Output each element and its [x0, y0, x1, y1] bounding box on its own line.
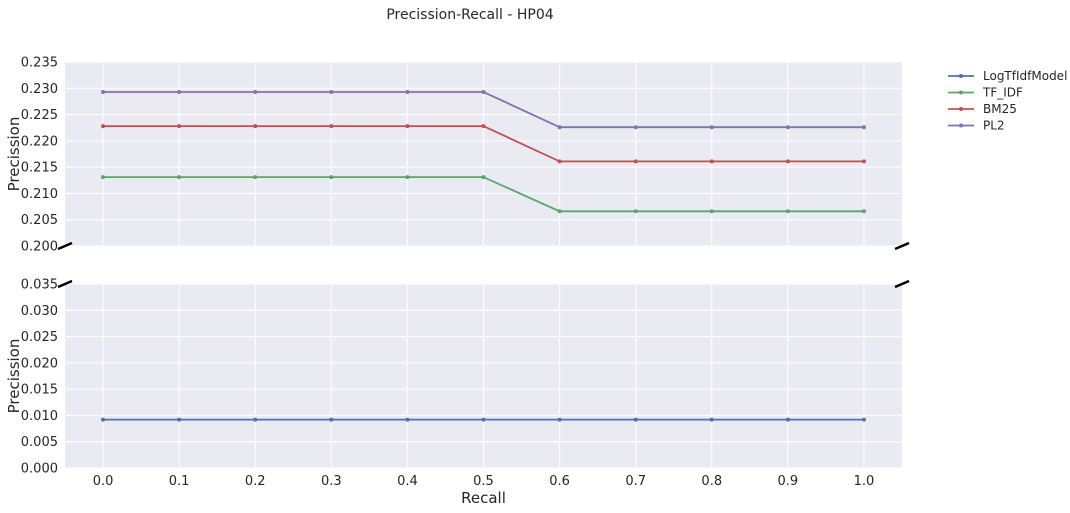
- x-tick-label: 0.9: [778, 474, 799, 489]
- data-point: [709, 417, 714, 422]
- data-point: [861, 417, 866, 422]
- y-tick-label: 0.205: [21, 213, 58, 228]
- data-point: [861, 125, 866, 130]
- y-tick-label: 0.025: [21, 330, 58, 345]
- x-tick-label: 0.8: [701, 474, 722, 489]
- break-mark: [57, 241, 73, 251]
- y-tick-label: 0.200: [21, 240, 58, 255]
- break-mark: [894, 279, 910, 289]
- data-point: [329, 124, 334, 129]
- legend-item: BM25: [948, 102, 1017, 116]
- x-tick-label: 0.6: [549, 474, 570, 489]
- data-point: [177, 417, 182, 422]
- data-point: [633, 417, 638, 422]
- y-tick-label: 0.210: [21, 187, 58, 202]
- y-tick-label: 0.010: [21, 409, 58, 424]
- tick-labels: 0.200 0.205 0.210 0.215 0.220 0.225 0.230 0.235…: [21, 56, 875, 490]
- legend-label: BM25: [983, 102, 1017, 116]
- data-point: [557, 125, 562, 130]
- data-point: [557, 417, 562, 422]
- data-point: [785, 209, 790, 214]
- data-point: [253, 417, 258, 422]
- y-tick-label: 0.030: [21, 304, 58, 319]
- data-point: [861, 209, 866, 214]
- y-tick-label: 0.230: [21, 82, 58, 97]
- data-point: [785, 417, 790, 422]
- y-tick-label: 0.225: [21, 108, 58, 123]
- y-axis-label-upper: Precission: [5, 117, 23, 192]
- data-point: [481, 175, 486, 180]
- y-tick-label: 0.235: [21, 56, 58, 71]
- data-point: [405, 89, 410, 94]
- legend-marker: [959, 107, 963, 111]
- data-point: [557, 209, 562, 214]
- data-point: [253, 89, 258, 94]
- data-point: [101, 89, 106, 94]
- data-point: [709, 125, 714, 130]
- data-point: [861, 159, 866, 164]
- x-tick-label: 1.0: [854, 474, 875, 489]
- x-tick-label: 0.7: [625, 474, 646, 489]
- data-point: [177, 89, 182, 94]
- x-tick-label: 0.2: [245, 474, 266, 489]
- data-point: [101, 175, 106, 180]
- data-point: [709, 159, 714, 164]
- legend-label: PL2: [983, 119, 1005, 133]
- chart-title: Precission-Recall - HP04: [386, 7, 553, 23]
- data-point: [329, 89, 334, 94]
- y-tick-label: 0.020: [21, 356, 58, 371]
- legend-item: TF_IDF: [948, 86, 1023, 100]
- data-point: [177, 124, 182, 129]
- data-point: [101, 417, 106, 422]
- data-point: [101, 124, 106, 129]
- data-point: [709, 209, 714, 214]
- data-point: [785, 159, 790, 164]
- data-point: [329, 417, 334, 422]
- y-tick-label: 0.035: [21, 278, 58, 293]
- legend-marker: [959, 90, 963, 95]
- x-tick-label: 0.0: [93, 474, 114, 489]
- axis-break-marks: [57, 241, 910, 289]
- data-point: [481, 124, 486, 129]
- x-tick-label: 0.3: [321, 474, 342, 489]
- data-point: [405, 175, 410, 180]
- x-tick-label: 0.4: [397, 474, 418, 489]
- data-point: [633, 125, 638, 130]
- y-tick-label: 0.005: [21, 435, 58, 450]
- data-point: [253, 124, 258, 129]
- data-point: [633, 209, 638, 214]
- legend-marker: [959, 74, 963, 78]
- y-tick-label: 0.220: [21, 134, 58, 149]
- data-point: [481, 417, 486, 422]
- x-tick-label: 0.5: [473, 474, 494, 489]
- series-lines: [101, 89, 866, 422]
- y-tick-label: 0.015: [21, 383, 58, 398]
- legend-marker: [959, 123, 963, 128]
- data-point: [481, 89, 486, 94]
- break-mark: [894, 241, 910, 251]
- legend-item: LogTfIdfModel: [948, 69, 1067, 83]
- break-mark: [57, 279, 73, 289]
- y-tick-label: 0.000: [21, 462, 58, 477]
- grid-lines: [65, 61, 902, 469]
- x-axis-label: Recall: [461, 489, 506, 507]
- legend-label: TF_IDF: [982, 86, 1023, 100]
- data-point: [405, 124, 410, 129]
- legend-label: LogTfIdfModel: [983, 69, 1067, 83]
- x-tick-label: 0.1: [169, 474, 190, 489]
- data-point: [785, 125, 790, 130]
- data-point: [177, 175, 182, 180]
- data-point: [633, 159, 638, 164]
- y-tick-label: 0.215: [21, 161, 58, 176]
- data-point: [253, 175, 258, 180]
- data-point: [329, 175, 334, 180]
- data-point: [557, 159, 562, 164]
- legend: LogTfIdfModel TF_IDF BM25 PL2: [948, 69, 1067, 133]
- legend-item: PL2: [948, 119, 1005, 133]
- data-point: [405, 417, 410, 422]
- y-axis-label-lower: Precission: [5, 339, 23, 414]
